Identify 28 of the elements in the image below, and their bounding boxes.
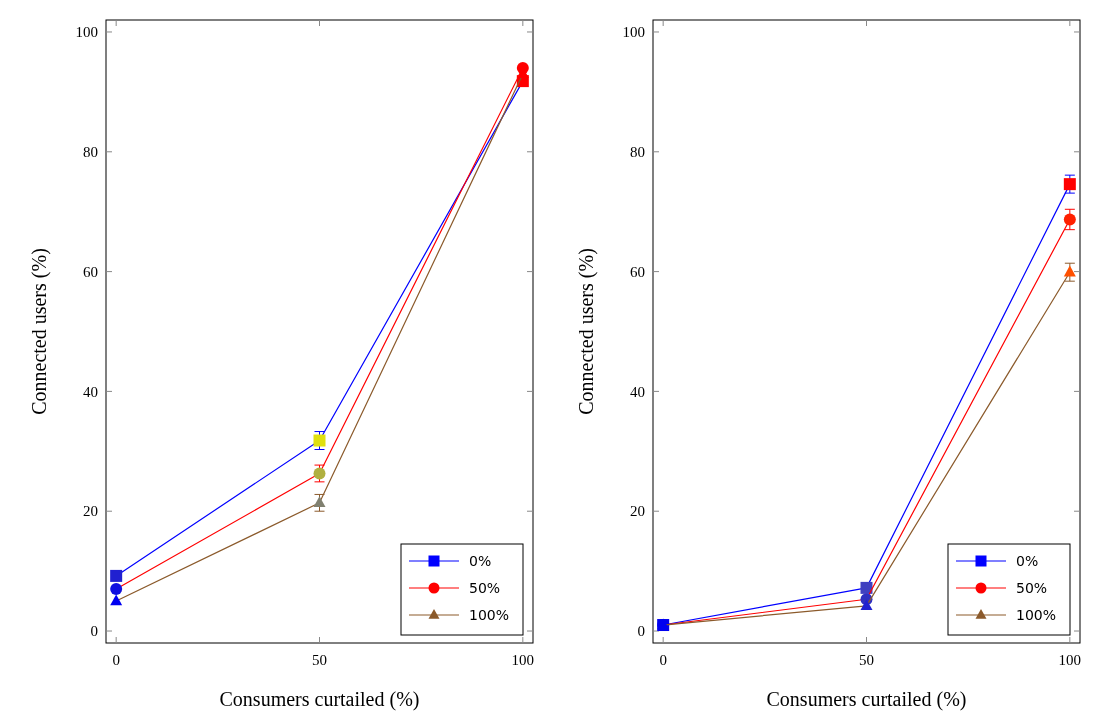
legend-label: 0% bbox=[1016, 552, 1039, 569]
legend-label: 0% bbox=[469, 552, 492, 569]
x-axis-title: Consumers curtailed (%) bbox=[219, 688, 420, 711]
x-axis-title: Consumers curtailed (%) bbox=[766, 688, 967, 711]
y-axis-title: Connected users (%) bbox=[28, 248, 51, 415]
y-tick-label: 100 bbox=[622, 24, 645, 41]
y-tick-label: 20 bbox=[83, 503, 98, 520]
y-tick-label: 80 bbox=[630, 144, 645, 161]
legend-label: 100% bbox=[469, 606, 510, 623]
y-tick-label: 40 bbox=[630, 383, 645, 400]
y-tick-label: 0 bbox=[637, 623, 645, 640]
legend-label: 50% bbox=[1016, 579, 1048, 596]
y-tick-label: 0 bbox=[90, 623, 98, 640]
y-tick-label: 80 bbox=[83, 144, 98, 161]
y-axis-title: Connected users (%) bbox=[575, 248, 598, 415]
y-tick-label: 100 bbox=[75, 24, 98, 41]
x-tick-label: 100 bbox=[1058, 652, 1082, 668]
x-tick-label: 100 bbox=[511, 652, 535, 668]
legend-label: 100% bbox=[1016, 606, 1057, 623]
x-tick-label: 50 bbox=[312, 652, 327, 668]
legend-label: 50% bbox=[469, 579, 501, 596]
y-tick-label: 60 bbox=[630, 263, 645, 280]
y-tick-label: 20 bbox=[630, 503, 645, 520]
y-tick-label: 40 bbox=[83, 383, 98, 400]
x-tick-label: 50 bbox=[859, 652, 874, 668]
x-tick-label: 0 bbox=[112, 652, 120, 668]
y-tick-label: 60 bbox=[83, 263, 98, 280]
x-tick-label: 0 bbox=[659, 652, 667, 668]
